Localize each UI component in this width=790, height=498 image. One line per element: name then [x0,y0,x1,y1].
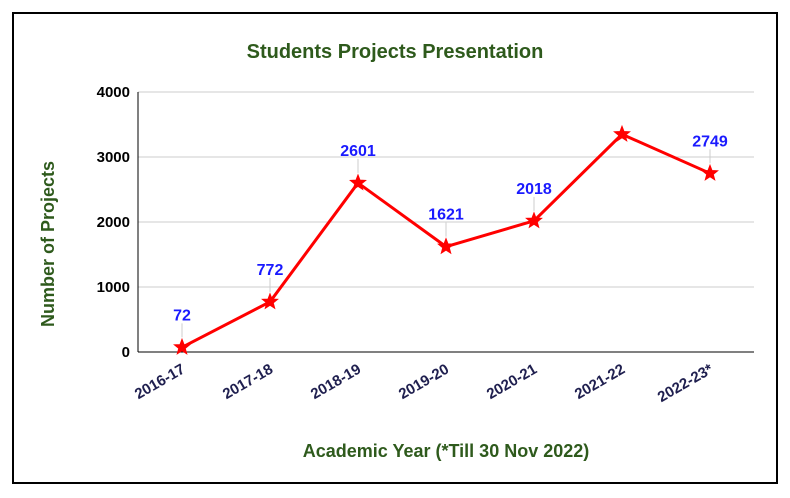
gridlines [138,91,754,353]
y-axis-title: Number of Projects [38,161,58,327]
y-tick-label: 3000 [97,149,130,166]
data-label: 1621 [428,207,464,224]
y-tick-label: 1000 [97,279,130,296]
y-tick-label: 4000 [97,84,130,101]
data-point-star [437,237,455,255]
data-point-star [525,211,543,229]
x-tick-label: 2021-22 [572,361,628,403]
data-labels: 72 772 2601 1621 2018 2749 [173,133,728,338]
data-label: 72 [173,307,191,324]
x-axis: 2016-17 2017-18 2018-19 2019-20 2020-21 2021-… [132,361,716,406]
data-label: 2018 [516,181,552,198]
chart-title: Students Projects Presentation [247,41,544,63]
y-tick-label: 0 [122,344,130,361]
x-tick-label: 2018-19 [308,361,364,403]
data-label: 772 [257,262,284,279]
data-point-star [701,163,719,181]
y-tick-label: 2000 [97,214,130,231]
x-tick-label: 2019-20 [396,361,452,403]
data-point-star [349,173,367,191]
series-line [173,124,719,355]
x-tick-label: 2016-17 [132,361,188,403]
x-axis-title: Academic Year (*Till 30 Nov 2022) [303,441,590,461]
data-point-star [613,124,631,142]
data-label: 2601 [340,143,376,160]
x-tick-label: 2017-18 [220,361,276,403]
chart-frame [12,12,778,484]
data-label: 2749 [692,133,728,150]
y-axis: 0 1000 2000 3000 4000 [97,84,139,361]
data-point-star [261,292,279,310]
x-tick-label: 2020-21 [484,361,540,403]
data-point-star [173,337,191,355]
x-tick-label: 2022-23* [655,361,716,406]
